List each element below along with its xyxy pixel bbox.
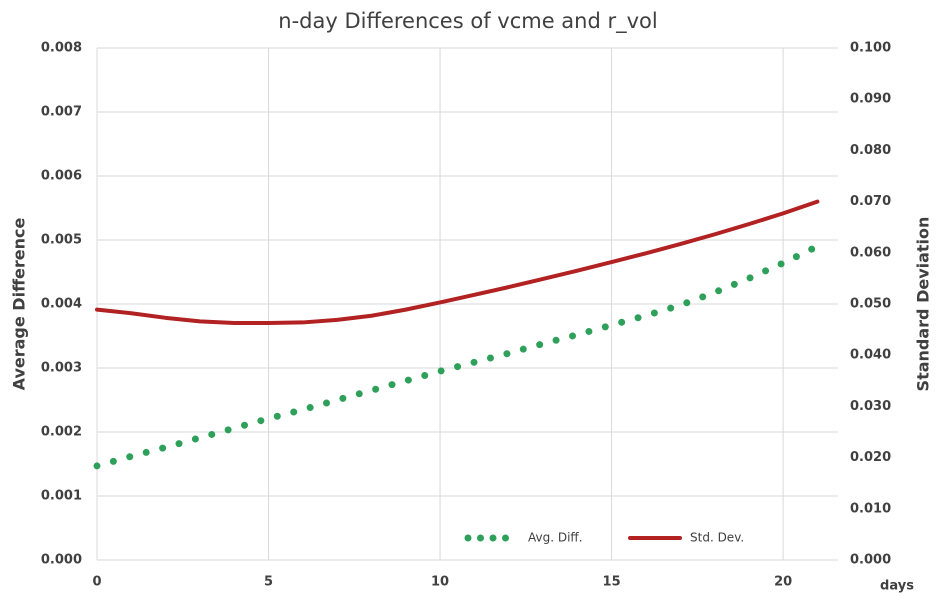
chart-title: n-day Differences of vcme and r_vol [278,9,657,34]
y2-tick-label: 0.100 [850,41,891,56]
y-tick-label: 0.001 [41,489,82,504]
y-tick-label: 0.004 [41,297,82,312]
y2-tick-label: 0.010 [850,501,891,516]
y-tick-label: 0.002 [41,425,82,440]
y-tick-label: 0.005 [41,233,82,248]
y-tick-label: 0.007 [41,105,82,120]
y2-tick-label: 0.060 [850,245,891,260]
y-tick-label: 0.003 [41,361,82,376]
y-tick-label: 0.006 [41,169,82,184]
y-tick-label: 0.000 [41,553,82,568]
y-tick-label: 0.008 [41,41,82,56]
legend-label: Avg. Diff. [528,531,583,545]
y2-tick-label: 0.030 [850,399,891,414]
y2-tick-label: 0.040 [850,348,891,363]
x-tick-label: 15 [603,575,621,590]
x-axis-title: days [880,579,914,594]
y2-axis-title: Standard Deviation [914,217,933,392]
y2-tick-label: 0.020 [850,450,891,465]
y-axis-title: Average Difference [10,218,29,391]
y2-tick-label: 0.080 [850,143,891,158]
y2-tick-label: 0.000 [850,553,891,568]
series-line [93,242,821,470]
x-tick-label: 0 [92,575,101,590]
y2-tick-label: 0.090 [850,92,891,107]
y2-tick-label: 0.050 [850,297,891,312]
x-tick-label: 20 [774,575,792,590]
legend-label: Std. Dev. [690,531,744,545]
x-tick-label: 10 [431,575,449,590]
x-tick-label: 5 [264,575,273,590]
series-line [95,199,820,325]
y2-tick-label: 0.070 [850,194,891,209]
